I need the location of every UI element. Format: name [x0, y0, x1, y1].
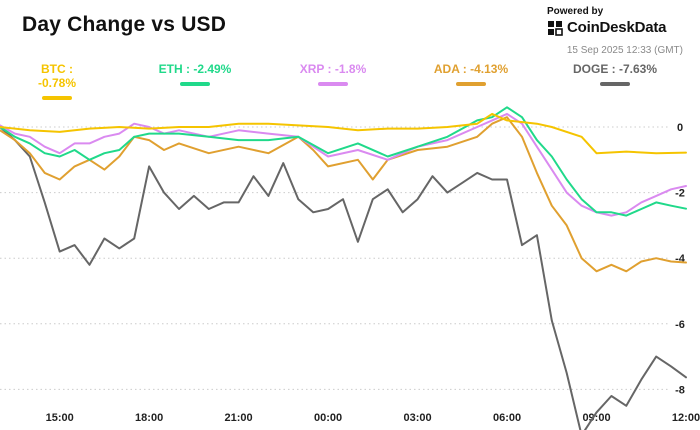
brand-block: Powered by CoinDeskData: [547, 6, 682, 36]
powered-by-label: Powered by: [547, 6, 604, 17]
x-tick-label: 15:00: [46, 412, 74, 424]
series-line-eth: [0, 106, 687, 217]
brand-name: CoinDeskData: [567, 19, 667, 36]
x-tick-label: 21:00: [225, 412, 253, 424]
legend-item-eth[interactable]: ETH : -2.49%: [155, 62, 235, 86]
x-tick-label: 09:00: [582, 412, 610, 424]
brand-logo: CoinDeskData: [547, 19, 682, 36]
legend-item-btc[interactable]: BTC : -0.78%: [22, 62, 92, 100]
series-line-ada: [0, 116, 687, 273]
series-line-btc: [0, 112, 687, 155]
timestamp: 15 Sep 2025 12:33 (GMT): [566, 45, 683, 56]
legend: BTC : -0.78% ETH : -2.49% XRP : -1.8% AD…: [0, 62, 700, 100]
y-tick-label: 0: [677, 122, 683, 134]
legend-swatch: [180, 82, 210, 86]
legend-item-doge[interactable]: DOGE : -7.63%: [570, 62, 660, 86]
legend-swatch: [318, 82, 348, 86]
legend-swatch: [456, 82, 486, 86]
legend-label: DOGE : -7.63%: [572, 62, 658, 76]
legend-label: ETH : -2.49%: [158, 62, 232, 76]
legend-label: XRP : -1.8%: [299, 62, 367, 76]
legend-item-xrp[interactable]: XRP : -1.8%: [295, 62, 371, 86]
legend-label: BTC : -0.78%: [37, 62, 77, 90]
y-tick-label: -6: [675, 319, 685, 331]
legend-swatch: [600, 82, 630, 86]
y-tick-label: -2: [675, 188, 685, 200]
y-tick-label: -8: [675, 384, 685, 396]
x-tick-label: 06:00: [493, 412, 521, 424]
x-tick-label: 00:00: [314, 412, 342, 424]
legend-item-ada[interactable]: ADA : -4.13%: [430, 62, 512, 86]
series-line-doge: [0, 126, 687, 430]
x-tick-label: 18:00: [135, 412, 163, 424]
x-tick-label: 03:00: [403, 412, 431, 424]
y-tick-label: -4: [675, 253, 686, 265]
legend-swatch: [42, 96, 72, 100]
coindesk-logo-icon: [548, 20, 563, 36]
legend-label: ADA : -4.13%: [433, 62, 509, 76]
chart-title: Day Change vs USD: [22, 13, 227, 36]
x-tick-label: 12:00: [672, 412, 700, 424]
